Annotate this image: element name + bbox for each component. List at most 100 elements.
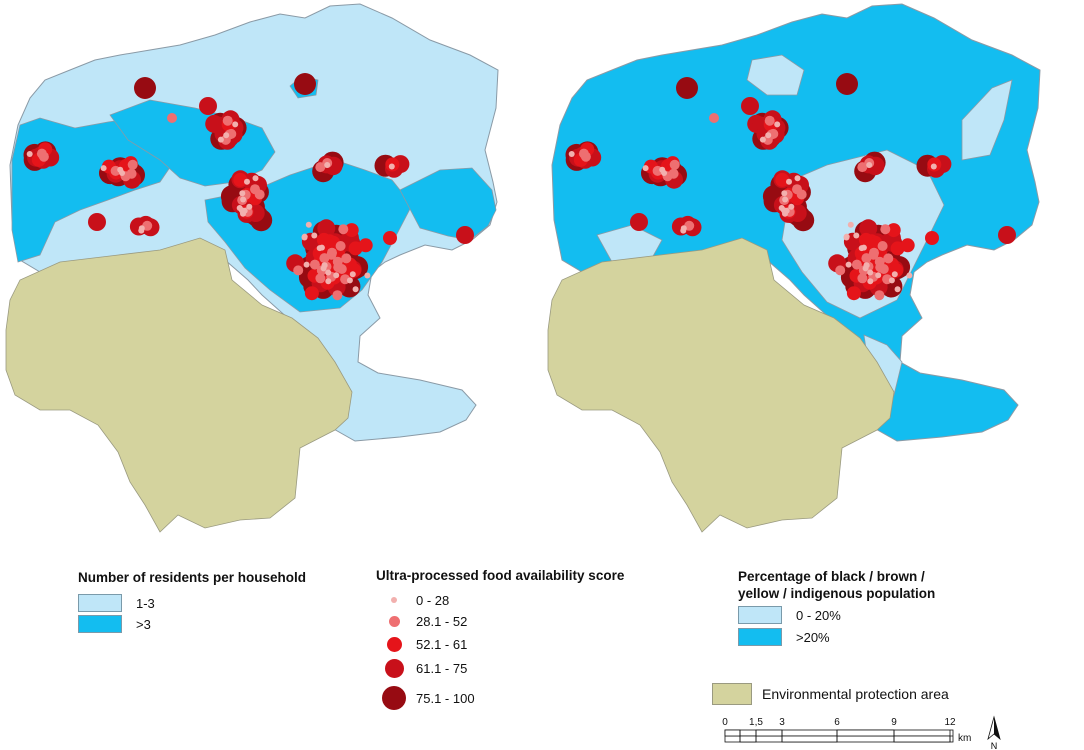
food-score-marker [344, 223, 359, 238]
food-score-marker [456, 226, 474, 244]
food-score-marker [794, 175, 801, 182]
food-score-marker [860, 244, 867, 251]
food-score-marker [325, 269, 332, 276]
scale-bar: 0 1,5 3 6 9 12 km N [722, 715, 1001, 750]
map-black-brown-population[interactable] [542, 0, 1084, 560]
food-score-marker [630, 213, 648, 231]
food-score-marker [765, 132, 772, 139]
food-score-marker [315, 162, 326, 173]
food-score-marker [857, 273, 868, 284]
food-score-marker [781, 190, 788, 197]
food-score-marker [764, 115, 775, 126]
food-score-marker [349, 271, 356, 278]
food-score-marker [222, 115, 233, 126]
food-score-marker [26, 151, 33, 157]
food-score-marker [223, 132, 230, 139]
food-score-marker [236, 205, 243, 211]
food-score-marker [254, 189, 265, 200]
legend-score-label: 61.1 - 75 [416, 660, 468, 676]
food-score-marker [875, 272, 882, 279]
scale-unit: km [958, 733, 971, 744]
food-score-marker [252, 175, 259, 182]
food-score-marker [309, 259, 320, 270]
food-score-marker [669, 159, 680, 170]
food-score-marker [325, 278, 332, 285]
food-score-marker [775, 172, 790, 187]
food-score-marker [880, 224, 891, 235]
legend-score-label: 28.1 - 52 [416, 613, 468, 629]
food-score-marker [847, 221, 854, 228]
legend-protection-item: Environmental protection area [712, 683, 949, 705]
food-score-marker [846, 286, 861, 301]
food-score-markers [23, 73, 474, 301]
food-score-marker [883, 253, 894, 264]
legend-swatch-protection [712, 683, 752, 705]
legend-residents-item: >3 [78, 615, 151, 633]
food-score-marker [301, 233, 308, 240]
food-score-marker [642, 165, 649, 172]
legend-score-label: 52.1 - 61 [416, 636, 468, 652]
food-score-marker [333, 272, 340, 279]
light-zone-southwest [596, 224, 663, 263]
legend-score-item: 52.1 - 61 [376, 633, 467, 655]
legend-residents-label: 1-3 [136, 595, 155, 611]
legend-residents-title: Number of residents per household [78, 570, 307, 585]
food-score-marker [239, 190, 246, 197]
food-score-marker [888, 277, 895, 284]
food-score-marker [851, 259, 862, 270]
legend-score-title: Ultra-processed food availability score [376, 568, 625, 583]
food-score-marker [578, 148, 589, 159]
food-score-marker [346, 277, 353, 284]
food-score-marker [352, 286, 359, 293]
legend-residents-item: 1-3 [78, 594, 155, 612]
legend-swatch-dark [738, 628, 782, 646]
food-score-marker [891, 271, 898, 278]
protection-area [5, 237, 353, 533]
food-score-marker [240, 196, 247, 203]
scale-tick-3: 6 [834, 717, 840, 728]
north-label: N [991, 741, 998, 750]
food-score-marker [568, 151, 575, 157]
food-score-marker [877, 241, 888, 251]
food-score-marker [100, 165, 107, 172]
legend-race-label: 0 - 20% [796, 607, 841, 623]
food-score-marker [388, 163, 395, 170]
legend-race-title: Percentage of black / brown / yellow / i… [738, 568, 935, 602]
legend-race-label: >20% [796, 629, 830, 645]
food-score-marker [835, 265, 846, 276]
food-score-marker [759, 136, 766, 143]
food-score-marker [836, 73, 858, 95]
food-score-marker [853, 232, 860, 239]
food-score-marker [845, 261, 852, 268]
food-score-marker [796, 189, 807, 200]
legend-swatch-dark [78, 615, 122, 633]
food-score-marker [878, 264, 889, 274]
north-arrow-icon: N [987, 715, 1001, 750]
food-score-marker [88, 213, 106, 231]
food-score-marker [709, 113, 719, 123]
food-score-marker [886, 223, 901, 238]
food-score-marker [316, 232, 331, 247]
food-score-marker [127, 159, 138, 170]
legend-score-item: 61.1 - 75 [376, 656, 467, 680]
food-score-marker [782, 210, 788, 217]
legend-score-item: 28.1 - 52 [376, 610, 467, 632]
scale-tick-1: 1,5 [749, 717, 763, 728]
map-residents-per-household[interactable] [0, 0, 542, 560]
legend-dot-1 [391, 597, 397, 603]
food-score-marker [293, 265, 304, 276]
food-score-marker [364, 272, 371, 279]
food-score-marker [318, 244, 325, 251]
food-score-marker [676, 77, 698, 99]
food-score-marker [233, 172, 248, 187]
legend-residents-label: >3 [136, 616, 151, 632]
food-score-marker [863, 262, 870, 269]
food-score-marker [930, 163, 937, 170]
food-score-marker [782, 196, 789, 203]
food-score-marker [998, 226, 1016, 244]
food-score-marker [336, 264, 347, 274]
food-score-marker [294, 73, 316, 95]
food-score-marker [134, 77, 156, 99]
food-score-marker [332, 290, 343, 301]
food-score-marker [304, 286, 319, 301]
